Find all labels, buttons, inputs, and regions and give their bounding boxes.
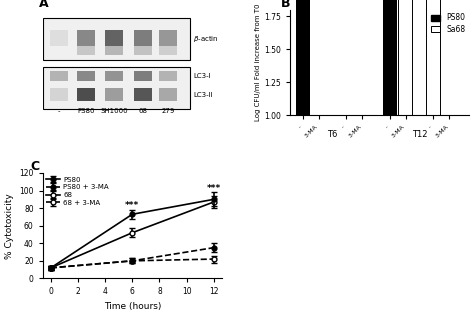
Bar — [77, 88, 95, 101]
Bar — [105, 30, 123, 49]
Text: C: C — [30, 160, 39, 173]
Bar — [43, 18, 190, 60]
Legend: PS80, PS80 + 3-MA, 68, 68 + 3-MA: PS80, PS80 + 3-MA, 68, 68 + 3-MA — [46, 176, 109, 206]
Text: T6: T6 — [327, 130, 337, 139]
Text: $\beta$-actin: $\beta$-actin — [193, 34, 219, 44]
Bar — [105, 71, 123, 81]
Bar — [50, 71, 68, 81]
Bar — [105, 46, 123, 55]
Text: SH1000: SH1000 — [100, 108, 128, 114]
Bar — [77, 30, 95, 49]
Bar — [398, 0, 412, 115]
Bar — [134, 88, 152, 101]
Legend: PS80, Sa68: PS80, Sa68 — [431, 13, 465, 34]
Bar — [159, 88, 177, 101]
Bar — [159, 71, 177, 81]
Bar — [50, 30, 68, 49]
Text: T12: T12 — [412, 130, 427, 139]
Bar — [77, 46, 95, 55]
Bar — [426, 0, 440, 115]
Bar — [134, 46, 152, 55]
Y-axis label: % Cytotoxicity: % Cytotoxicity — [5, 193, 14, 259]
Text: ***: *** — [207, 184, 221, 193]
Bar — [50, 88, 68, 101]
Bar — [383, 0, 397, 115]
Bar — [105, 88, 123, 101]
Text: 279: 279 — [162, 108, 175, 114]
Bar — [134, 30, 152, 49]
Text: A: A — [39, 0, 49, 10]
Bar — [43, 67, 190, 109]
X-axis label: Time (hours): Time (hours) — [104, 302, 161, 311]
Bar — [159, 46, 177, 55]
Bar — [134, 71, 152, 81]
Text: LC3-I: LC3-I — [193, 73, 211, 79]
Bar — [50, 46, 68, 55]
Text: LC3-II: LC3-II — [193, 92, 213, 98]
Bar — [159, 30, 177, 49]
Text: B: B — [281, 0, 291, 10]
Bar — [295, 0, 310, 115]
Bar — [77, 71, 95, 81]
Text: 68: 68 — [138, 108, 147, 114]
Y-axis label: Log CFU/ml Fold increase from T0: Log CFU/ml Fold increase from T0 — [255, 4, 261, 121]
Text: PS80: PS80 — [77, 108, 94, 114]
Text: ***: *** — [125, 201, 139, 210]
Text: -: - — [57, 108, 60, 114]
